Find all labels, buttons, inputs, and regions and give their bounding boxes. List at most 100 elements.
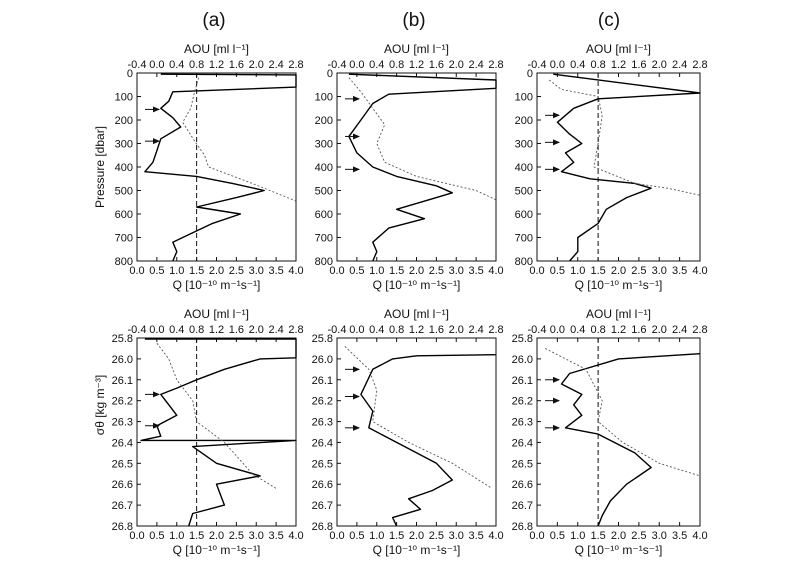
x-tick-label: 1.0 — [169, 265, 184, 277]
x-tick-label: 3.5 — [672, 530, 687, 542]
x2-tick-label: 1.2 — [409, 59, 424, 71]
y-tick-label: 200 — [115, 115, 133, 127]
y-tick-label: 300 — [515, 139, 533, 151]
panel-label-b: (b) — [402, 10, 425, 31]
x-tick-label: 2.5 — [631, 265, 646, 277]
x-tick-label: 0.5 — [149, 265, 164, 277]
y-tick-label: 26.3 — [312, 417, 333, 429]
y-tick-label: 500 — [315, 186, 333, 198]
x-tick-label: 0.0 — [329, 530, 344, 542]
y-tick-label: 700 — [115, 233, 133, 245]
x-tick-label: 3.5 — [672, 265, 687, 277]
x-tick-label: 4.0 — [488, 530, 503, 542]
x-tick-label: 0.5 — [550, 530, 565, 542]
x-tick-label: 2.5 — [229, 265, 244, 277]
x-axis-label: Q [10⁻¹⁰ m⁻¹s⁻¹] — [173, 278, 261, 292]
y-tick-label: 500 — [515, 186, 533, 198]
x-tick-label: 1.5 — [189, 530, 204, 542]
y-tick-label: 26.6 — [112, 479, 133, 491]
y-tick-label: 300 — [315, 139, 333, 151]
y-tick-label: 25.8 — [512, 333, 533, 345]
y-tick-label: 26.5 — [112, 458, 133, 470]
x-axis-label: Q [10⁻¹⁰ m⁻¹s⁻¹] — [575, 543, 663, 557]
x2-tick-label: -0.4 — [128, 324, 147, 336]
x2-tick-label: 2.8 — [488, 324, 503, 336]
y-tick-label: 800 — [115, 256, 133, 268]
x2-tick-label: 1.2 — [409, 324, 424, 336]
x2-tick-label: 1.6 — [631, 59, 646, 71]
y-tick-label: 26.6 — [312, 479, 333, 491]
q-profile-line — [140, 338, 297, 527]
y-tick-label: 700 — [515, 233, 533, 245]
panel-density-c: 0.0 0.5 1.0 1.5 2.0 2.5 3.0 3.5 4.0-0.4 0.0 0.4 0.8… — [512, 307, 708, 557]
x-tick-label: 1.5 — [389, 265, 404, 277]
y-tick-label: 26.8 — [512, 521, 533, 533]
x-tick-label: 2.0 — [409, 530, 424, 542]
x-tick-label: 4.0 — [288, 265, 303, 277]
x2-tick-label: 0.0 — [349, 59, 364, 71]
aou-profile-line — [544, 347, 701, 477]
x-tick-label: 0.0 — [129, 530, 144, 542]
x-tick-label: 1.0 — [369, 530, 384, 542]
x-tick-label: 1.0 — [570, 265, 585, 277]
x2-tick-label: 0.0 — [149, 59, 164, 71]
x-tick-label: 3.0 — [249, 530, 264, 542]
x-tick-label: 3.5 — [468, 265, 483, 277]
y-axis-label-pressure: Pressure [dbar] — [93, 126, 107, 208]
q-profile-line — [144, 73, 297, 262]
plot-frame — [536, 337, 701, 527]
x2-tick-label: 0.0 — [349, 324, 364, 336]
y-tick-label: 800 — [315, 256, 333, 268]
y-tick-label: 26.3 — [112, 417, 133, 429]
x-tick-label: 4.0 — [488, 265, 503, 277]
x2-tick-label: 2.4 — [468, 324, 483, 336]
y-tick-label: 26.8 — [312, 521, 333, 533]
x-tick-label: 0.5 — [349, 265, 364, 277]
x-tick-label: 1.5 — [389, 530, 404, 542]
x2-tick-label: 0.4 — [169, 324, 184, 336]
plot-frame — [336, 72, 497, 262]
panel-label-a: (a) — [202, 10, 225, 31]
q-profile-line — [360, 354, 497, 527]
panel-density-a: 0.0 0.5 1.0 1.5 2.0 2.5 3.0 3.5 4.0-0.4 0.0 0.4 0.8… — [112, 307, 304, 557]
x-tick-label: 0.0 — [529, 265, 544, 277]
x2-tick-label: -0.4 — [528, 324, 547, 336]
y-tick-label: 0 — [127, 68, 133, 80]
y-tick-label: 26.4 — [112, 437, 133, 449]
y-tick-label: 26.2 — [112, 396, 133, 408]
y-tick-label: 600 — [515, 209, 533, 221]
x2-tick-label: 2.4 — [672, 324, 687, 336]
y-tick-label: 100 — [115, 92, 133, 104]
x2-tick-label: 2.8 — [288, 59, 303, 71]
y-tick-label: 100 — [315, 92, 333, 104]
x2-tick-label: 1.2 — [209, 324, 224, 336]
x2-tick-label: 1.6 — [631, 324, 646, 336]
x-tick-label: 0.0 — [129, 265, 144, 277]
y-tick-label: 25.8 — [112, 333, 133, 345]
x2-tick-label: 2.8 — [692, 59, 707, 71]
plot-frame — [336, 337, 497, 527]
x2-tick-label: 1.2 — [611, 59, 626, 71]
x2-tick-label: 0.8 — [590, 324, 605, 336]
x-tick-label: 3.5 — [268, 530, 283, 542]
x2-tick-label: 1.6 — [229, 324, 244, 336]
y-tick-label: 26.1 — [112, 375, 133, 387]
y-tick-label: 26.0 — [512, 354, 533, 366]
x2-tick-label: 2.8 — [692, 324, 707, 336]
aou-profile-line — [344, 346, 493, 489]
x2-tick-label: 0.0 — [149, 324, 164, 336]
x2-tick-label: -0.4 — [328, 324, 347, 336]
x2-tick-label: 0.4 — [169, 59, 184, 71]
x-tick-label: 1.0 — [570, 530, 585, 542]
y-tick-label: 26.0 — [112, 354, 133, 366]
aou-profile-line — [348, 77, 497, 201]
x2-tick-label: 0.4 — [570, 59, 585, 71]
panel-pressure-a: 0.0 0.5 1.0 1.5 2.0 2.5 3.0 3.5 4.0-0.4 0.0 0.4 0.8… — [115, 42, 304, 292]
x2-tick-label: 2.0 — [449, 324, 464, 336]
panel-density-b: 0.0 0.5 1.0 1.5 2.0 2.5 3.0 3.5 4.0-0.4 0.0 0.4 0.8… — [312, 307, 504, 557]
x-tick-label: 1.5 — [590, 265, 605, 277]
x2-tick-label: 2.4 — [268, 324, 283, 336]
x2-tick-label: 0.8 — [389, 324, 404, 336]
x-tick-label: 1.0 — [169, 530, 184, 542]
y-tick-label: 26.2 — [512, 396, 533, 408]
